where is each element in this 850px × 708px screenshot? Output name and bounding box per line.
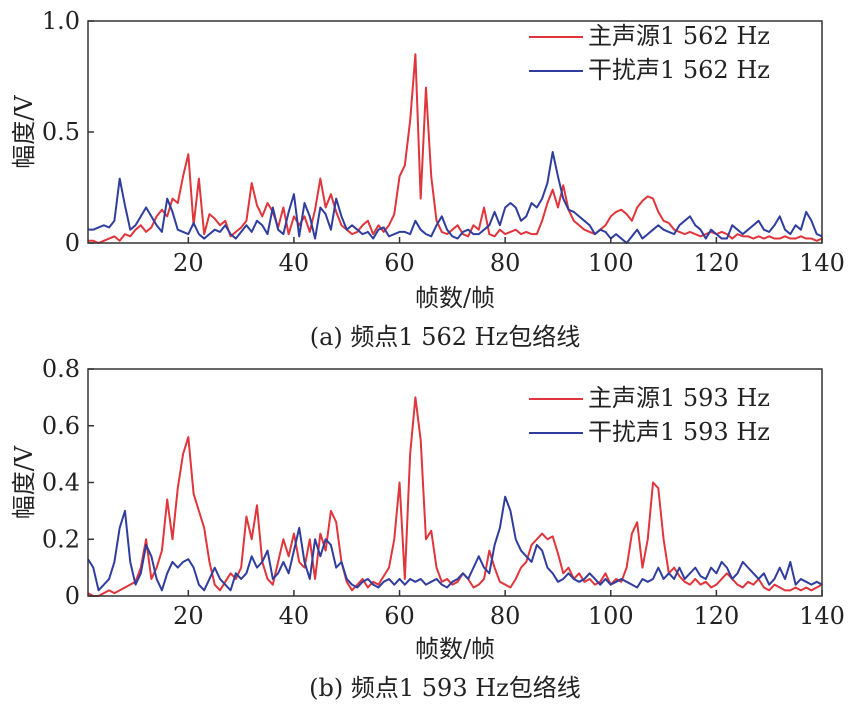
plot-frame: [87, 20, 823, 244]
legend-entry: 干扰声1 593 Hz: [588, 418, 770, 446]
chart-panel-b: 20 40 60 80 100 120 140 0 0.2 0.4 0.6 0.8 帧数/帧 幅度/V 主声…: [10, 355, 845, 702]
legend-entry: 主声源1 593 Hz: [588, 384, 770, 412]
y-tick-label: 0.6: [42, 412, 80, 440]
series-line-interference: [87, 495, 823, 592]
x-tick-label: 80: [490, 249, 521, 277]
x-tick-label: 120: [693, 602, 739, 630]
x-axis-label: 帧数/帧: [415, 635, 495, 663]
chart-caption: (a) 频点1 562 Hz包络线: [310, 323, 581, 351]
y-tick-label: 0.5: [42, 118, 80, 146]
x-tick-label: 120: [693, 249, 739, 277]
legend: 主声源1 562 Hz 干扰声1 562 Hz: [529, 22, 770, 84]
y-tick-label: 0: [65, 229, 80, 257]
series-line-main: [88, 53, 823, 244]
legend: 主声源1 593 Hz 干扰声1 593 Hz: [529, 384, 770, 446]
y-axis-label: 幅度/V: [10, 445, 38, 519]
series-group: [87, 396, 823, 597]
x-tick-label: 80: [490, 602, 521, 630]
x-tick-label: 140: [799, 249, 845, 277]
chart-panel-a: 20 40 60 80 100 120 140 0 0.5 1.0 帧数/帧 幅度/V 主声源1 562…: [10, 7, 845, 351]
series-line-interference: [88, 150, 823, 244]
x-tick-label: 40: [279, 249, 310, 277]
series-group: [88, 53, 823, 244]
x-axis-label: 帧数/帧: [415, 284, 495, 312]
y-tick-label: 0: [65, 582, 80, 610]
legend-entry: 干扰声1 562 Hz: [588, 56, 770, 84]
chart-caption: (b) 频点1 593 Hz包络线: [309, 674, 581, 702]
x-tick-label: 100: [588, 249, 634, 277]
x-tick-label: 100: [588, 602, 634, 630]
legend-entry: 主声源1 562 Hz: [588, 22, 770, 50]
y-axis-label: 幅度/V: [10, 95, 38, 169]
y-tick-label: 0.8: [42, 355, 80, 383]
y-tick-label: 0.2: [42, 525, 80, 553]
x-tick-label: 60: [384, 602, 415, 630]
x-tick-label: 20: [173, 249, 204, 277]
x-tick-label: 20: [173, 602, 204, 630]
y-tick-label: 0.4: [42, 469, 80, 497]
y-tick-label: 1.0: [42, 7, 80, 35]
series-line-main: [87, 396, 823, 597]
x-tick-label: 140: [799, 602, 845, 630]
x-tick-label: 60: [384, 249, 415, 277]
x-tick-label: 40: [279, 602, 310, 630]
